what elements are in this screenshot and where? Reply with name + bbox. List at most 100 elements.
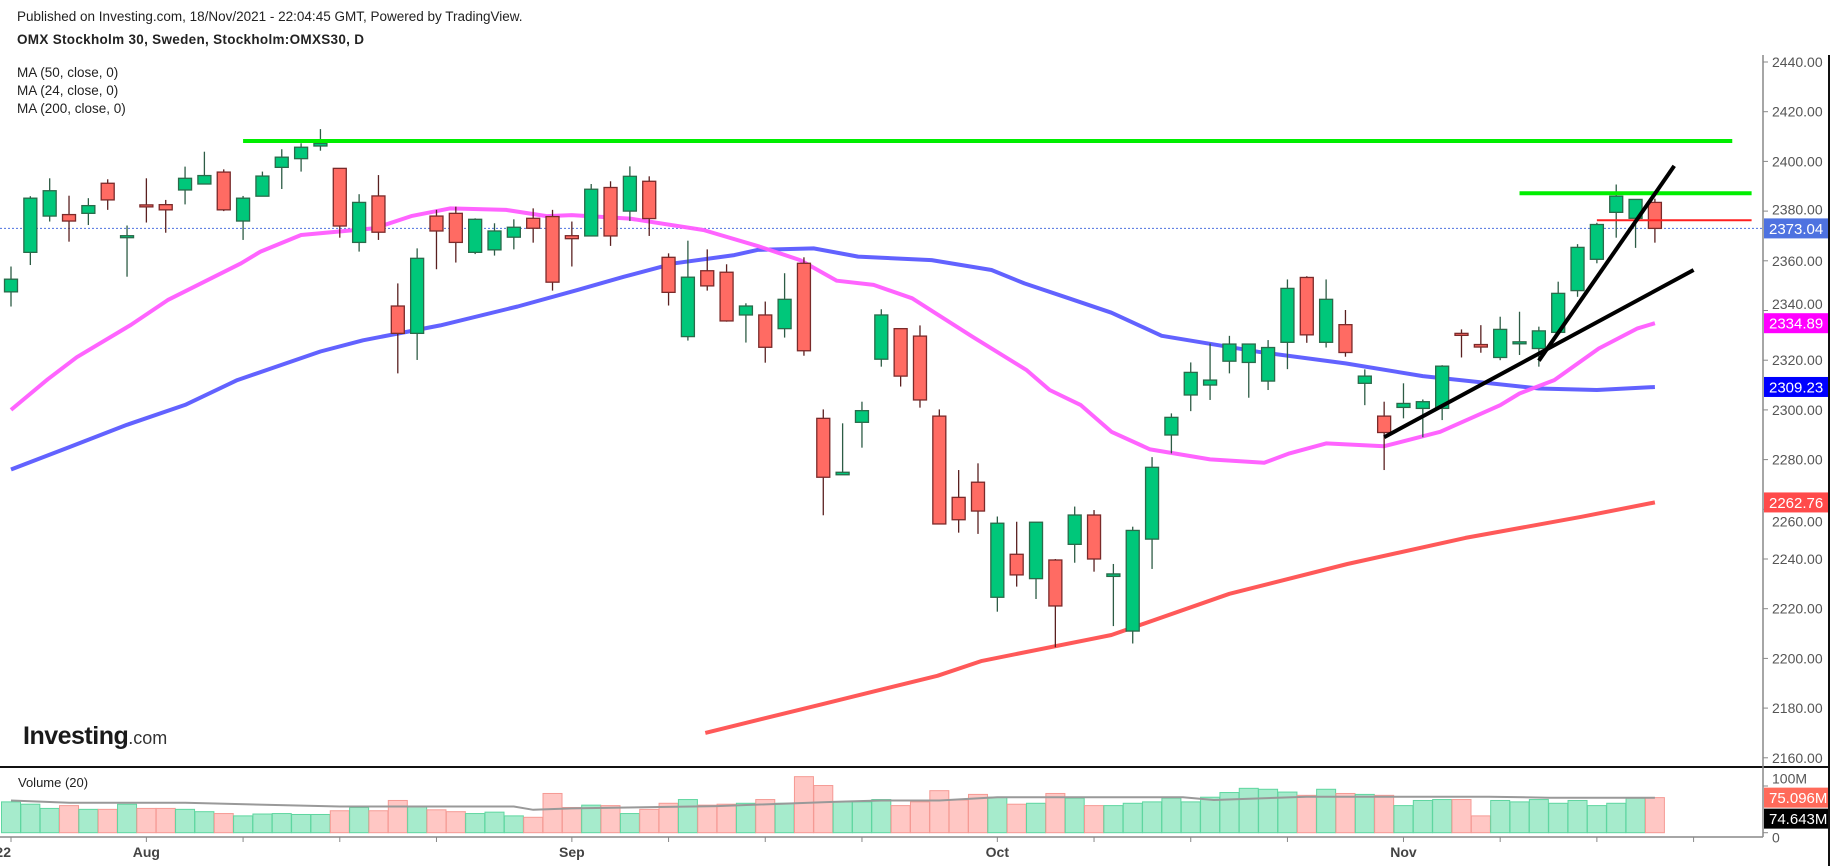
candle-body-up (1144, 466, 1160, 540)
candle-body-up (854, 409, 870, 423)
ma200-value-tag-bg (1764, 492, 1828, 513)
candle (1144, 457, 1160, 569)
candle-body-up (1435, 365, 1450, 410)
legend-ma50[interactable]: MA (50, close, 0) (17, 65, 119, 80)
candle (893, 327, 908, 387)
published-note: Published on Investing.com, 18/Nov/2021 … (17, 9, 523, 24)
volume-bar-up (1528, 799, 1549, 834)
volume-bar-down (600, 805, 621, 834)
candle-body-down (1086, 514, 1102, 560)
candle-body-down (1338, 324, 1353, 354)
volume-bar-down (445, 811, 466, 834)
candle (216, 169, 231, 212)
ma24-line (9, 206, 1656, 465)
candle-body-up (1589, 223, 1605, 260)
last-price-tag: 2373.04 (1769, 221, 1823, 238)
price-tick-label: 2240.00 (1772, 551, 1823, 567)
candle (119, 225, 135, 277)
candle-body-up (1570, 246, 1585, 292)
volume-bar-up (1354, 793, 1375, 834)
candle-body-up (1164, 416, 1179, 436)
volume-bar-down (948, 799, 969, 834)
candle (874, 309, 889, 367)
candle-body-up (777, 298, 792, 330)
legend-volume[interactable]: Volume (20) (18, 775, 89, 790)
volume-bar-up (1393, 805, 1414, 834)
candle (738, 303, 754, 343)
candle-body-down (1009, 553, 1024, 576)
volume-bar-down (1470, 815, 1491, 834)
candle (661, 253, 676, 306)
candle-body-up (1493, 328, 1508, 359)
candle (390, 283, 405, 374)
candle-body-up (274, 156, 289, 169)
candle-body-up (23, 197, 38, 254)
last-volume-tag-bg (1764, 787, 1828, 808)
candle (274, 149, 289, 189)
legend-ma24[interactable]: MA (24, close, 0) (17, 83, 119, 98)
volume-bar-down (968, 793, 988, 834)
candle (545, 209, 560, 291)
candle (1106, 563, 1121, 627)
candle (990, 516, 1005, 612)
candle-body-up (990, 522, 1005, 598)
candle-body-down (1647, 201, 1663, 230)
price-tick-label: 2320.00 (1772, 352, 1823, 368)
volume-bar-down (890, 805, 911, 834)
candle (680, 240, 696, 341)
time-tick-label: Aug (133, 844, 160, 860)
candle (293, 143, 309, 172)
legend-ma200[interactable]: MA (200, close, 0) (17, 101, 126, 116)
volume-bar-up (1180, 801, 1201, 834)
candle (1338, 310, 1353, 357)
candle (23, 196, 38, 266)
candle (1570, 244, 1585, 297)
volume-bar-up (291, 813, 312, 834)
candle-body-up (1183, 371, 1198, 396)
candle (1435, 365, 1450, 421)
candle-body-up (1357, 375, 1372, 384)
candle-body-up (1202, 379, 1218, 386)
volume-bar-down (813, 785, 834, 834)
volume-bar-up (39, 807, 60, 834)
candle-body-up (487, 230, 502, 251)
candle-body-up (1125, 529, 1140, 632)
price-tick-label: 2220.00 (1772, 601, 1823, 617)
volume-bar-down (368, 810, 389, 834)
ma200-value-tag: 2262.76 (1769, 495, 1823, 512)
volume-bar-down (716, 803, 737, 834)
volume-bar-down (329, 810, 350, 834)
volume-ma-tag: 74.643M (1769, 811, 1827, 828)
candle-body-down (390, 305, 405, 335)
candle-body-up (1280, 287, 1295, 343)
candle-body-down (912, 335, 928, 401)
volume-bar-up (619, 813, 640, 834)
volume-bar-up (1548, 802, 1569, 834)
candle (912, 325, 928, 408)
volume-bar-down (561, 806, 582, 834)
volume-bar-up (851, 801, 872, 834)
candle (932, 409, 947, 525)
candle (1357, 369, 1372, 406)
candle-body-up (197, 174, 212, 185)
volume-bar-down (697, 804, 718, 834)
candle (61, 195, 77, 242)
price-tick-label: 2340.00 (1772, 296, 1823, 312)
ma50-line (10, 246, 1656, 472)
volume-bar-down (1335, 792, 1356, 834)
volume-bar-up (1064, 797, 1085, 834)
candle (816, 409, 831, 516)
candle-body-up (119, 235, 135, 239)
candle (1318, 279, 1334, 348)
volume-tick-label: 100M (1772, 771, 1807, 787)
candle (854, 401, 870, 448)
candle (622, 166, 638, 222)
volume-bar-down (59, 805, 80, 834)
trendline-steep (1537, 164, 1676, 362)
candle (758, 301, 773, 363)
candle-body-up (1415, 401, 1430, 410)
volume-bar-up (194, 811, 215, 834)
candle-body-down (758, 314, 773, 348)
candle (139, 178, 154, 223)
